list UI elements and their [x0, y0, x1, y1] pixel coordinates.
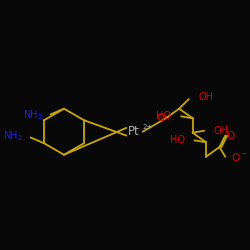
Text: OH: OH: [214, 126, 229, 136]
Text: 2+: 2+: [143, 124, 153, 130]
Text: O: O: [227, 130, 235, 140]
Text: Pt: Pt: [128, 125, 140, 138]
Text: NH$_2$: NH$_2$: [23, 108, 43, 122]
Text: HO: HO: [156, 111, 172, 121]
Text: NH$_2$: NH$_2$: [3, 130, 23, 143]
Text: OH: OH: [198, 92, 213, 102]
Text: O$^-$: O$^-$: [231, 151, 248, 163]
Text: HO: HO: [170, 135, 185, 145]
Text: O: O: [157, 113, 165, 123]
